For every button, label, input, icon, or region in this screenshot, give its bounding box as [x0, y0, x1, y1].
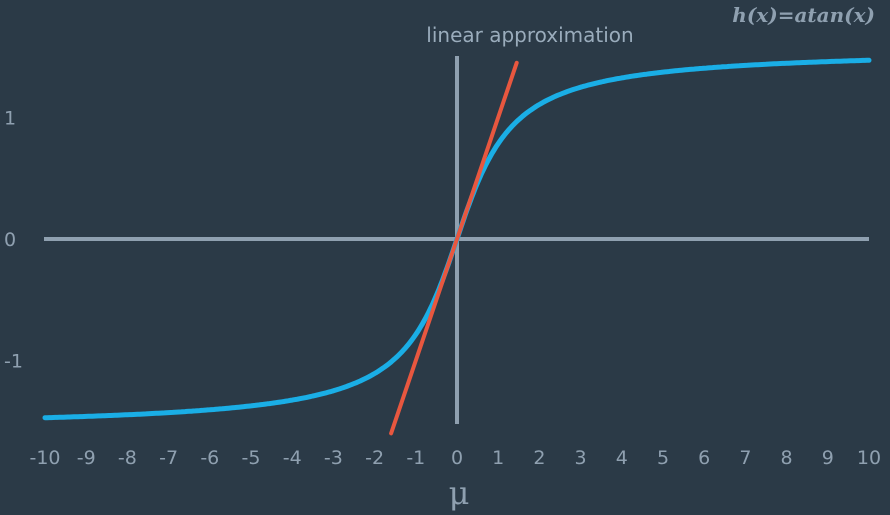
x-tick-label: -5 — [242, 447, 261, 469]
x-tick-label: -1 — [406, 447, 425, 469]
series-layer — [42, 57, 872, 436]
x-tick-label: -8 — [118, 447, 137, 469]
y-tick-label: 0 — [4, 229, 16, 251]
x-tick-labels: -10 -9 -8 -7 -6 -5 -4 -3 -2 -1 0 1 2 3 4 5 6 7 8 9 10 — [29, 447, 881, 469]
x-tick-label: -10 — [29, 447, 60, 469]
x-tick-label: 0 — [451, 447, 463, 469]
linear-approximation-line — [389, 60, 519, 436]
x-tick-label: 9 — [822, 447, 834, 469]
x-tick-label: 3 — [575, 447, 587, 469]
x-tick-label: -2 — [365, 447, 384, 469]
linear-approximation-label: linear approximation — [426, 23, 633, 47]
y-tick-labels: 1 0 -1 — [4, 108, 23, 373]
x-tick-label: 4 — [616, 447, 628, 469]
x-tick-label: 2 — [533, 447, 545, 469]
y-tick-label: -1 — [4, 351, 23, 373]
x-tick-label: -4 — [283, 447, 302, 469]
x-tick-label: -3 — [324, 447, 343, 469]
x-axis-label: μ — [449, 474, 470, 512]
x-tick-label: 5 — [657, 447, 669, 469]
x-tick-label: -7 — [159, 447, 178, 469]
x-tick-label: 6 — [698, 447, 710, 469]
x-tick-label: 8 — [781, 447, 793, 469]
x-tick-label: 1 — [492, 447, 504, 469]
y-tick-label: 1 — [4, 108, 16, 130]
x-tick-label: -9 — [77, 447, 96, 469]
chart-title: h(x)=atan(x) — [732, 3, 875, 27]
x-tick-label: 7 — [739, 447, 751, 469]
x-tick-label: -6 — [200, 447, 219, 469]
x-tick-label: 10 — [857, 447, 881, 469]
